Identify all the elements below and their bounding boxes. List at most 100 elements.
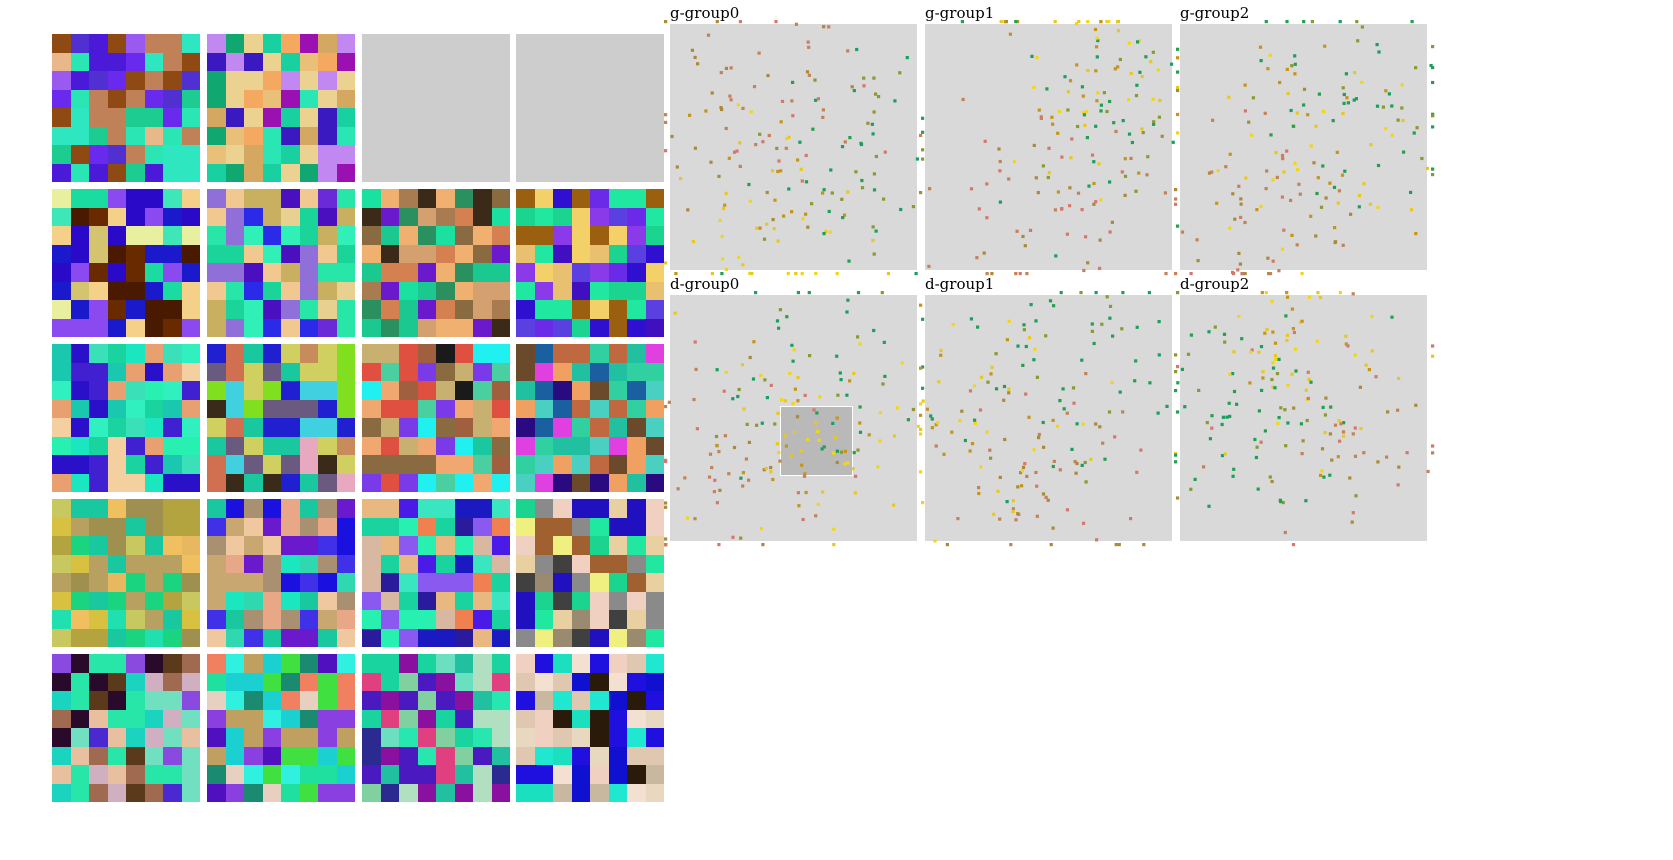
tile-pixel — [299, 300, 318, 319]
scatter-point — [1027, 415, 1031, 419]
scatter-point — [718, 488, 722, 492]
tile-pixel — [417, 517, 436, 536]
sample-tile[interactable] — [516, 499, 664, 647]
scatter-point — [1270, 299, 1274, 303]
tile-pixel — [207, 318, 226, 337]
sample-tile[interactable] — [362, 344, 510, 492]
sample-tile[interactable] — [52, 34, 200, 182]
tile-pixel — [553, 226, 572, 245]
tile-pixel — [571, 591, 590, 610]
scatter-point — [872, 328, 876, 333]
tile-pixel — [571, 189, 590, 208]
scatter-point — [1348, 476, 1352, 480]
tile-pixel — [590, 554, 609, 573]
brush-selection[interactable] — [780, 406, 853, 476]
scatter-point — [1080, 463, 1084, 467]
scatter-point — [1034, 470, 1038, 475]
scatter-point — [1095, 45, 1099, 49]
tile-pixel — [473, 473, 492, 492]
scatter-point — [1005, 338, 1009, 342]
scatter-point — [741, 106, 745, 110]
scatter-point — [1298, 192, 1302, 196]
tile-pixel — [590, 746, 609, 765]
tile-pixel — [181, 71, 200, 90]
sample-tile[interactable] — [362, 499, 510, 647]
scatter-point — [1240, 337, 1244, 341]
tile-pixel — [473, 536, 492, 555]
sample-tile[interactable] — [207, 499, 355, 647]
tile-pixel — [491, 244, 510, 263]
scatter-point — [1274, 357, 1278, 361]
sample-tile[interactable] — [207, 189, 355, 337]
sample-tile[interactable] — [52, 189, 200, 337]
tile-pixel — [89, 89, 108, 108]
tile-pixel — [645, 536, 664, 555]
tile-pixel — [627, 554, 646, 573]
tile-pixel — [318, 517, 337, 536]
scatter-point — [782, 214, 786, 218]
scatter-area[interactable] — [919, 20, 1180, 276]
tile-pixel — [608, 399, 627, 418]
plot-g-group2: g-group2 — [1174, 4, 1480, 276]
plot-title: g-group0 — [670, 4, 740, 22]
scatter-area[interactable] — [1174, 291, 1435, 547]
scatter-point — [1037, 432, 1041, 437]
sample-tile[interactable] — [52, 654, 200, 802]
tile-pixel — [454, 709, 473, 728]
scatter-point — [899, 207, 903, 212]
tile-pixel — [70, 71, 89, 90]
sample-tile[interactable] — [362, 654, 510, 802]
tile-pixel — [362, 573, 381, 592]
sample-tile[interactable] — [52, 499, 200, 647]
tile-pixel — [181, 473, 200, 492]
scatter-area[interactable] — [1174, 20, 1435, 276]
tile-pixel — [89, 672, 108, 691]
tile-pixel — [262, 536, 281, 555]
tile-pixel — [491, 591, 510, 610]
tile-pixel — [571, 554, 590, 573]
tile-pixel — [225, 362, 244, 381]
scatter-point — [1130, 140, 1134, 145]
tile-pixel — [163, 591, 182, 610]
empty-sample-tile[interactable] — [516, 34, 664, 182]
sample-tile[interactable] — [207, 654, 355, 802]
scatter-area[interactable] — [664, 291, 925, 547]
sample-tile[interactable] — [516, 344, 664, 492]
tile-pixel — [107, 783, 126, 802]
tile-pixel — [207, 381, 226, 400]
scatter-point — [1058, 468, 1062, 472]
scatter-point — [934, 423, 938, 427]
tile-pixel — [627, 591, 646, 610]
scatter-point — [710, 466, 714, 470]
sample-tile[interactable] — [207, 34, 355, 182]
tile-pixel — [207, 517, 226, 536]
scatter-point — [986, 380, 990, 384]
scatter-point — [1176, 365, 1180, 369]
tile-pixel — [163, 554, 182, 573]
tile-pixel — [262, 300, 281, 319]
tile-pixel — [262, 244, 281, 263]
scatter-point — [854, 170, 858, 174]
scatter-area[interactable] — [664, 20, 925, 276]
tile-pixel — [89, 189, 108, 208]
tile-pixel — [52, 436, 71, 455]
tile-pixel — [299, 362, 318, 381]
tile-pixel — [262, 399, 281, 418]
scatter-point — [1231, 372, 1235, 376]
scatter-point — [1012, 159, 1017, 164]
tile-pixel — [336, 473, 355, 492]
tile-pixel — [262, 591, 281, 610]
tile-pixel — [144, 344, 163, 363]
empty-sample-tile[interactable] — [362, 34, 510, 182]
tile-pixel — [436, 628, 455, 647]
sample-tile[interactable] — [52, 344, 200, 492]
scatter-point — [1238, 262, 1242, 266]
sample-tile[interactable] — [516, 654, 664, 802]
sample-tile[interactable] — [362, 189, 510, 337]
scatter-point — [1152, 120, 1156, 124]
sample-tile[interactable] — [516, 189, 664, 337]
sample-tile[interactable] — [207, 344, 355, 492]
tile-pixel — [163, 473, 182, 492]
tile-pixel — [627, 281, 646, 300]
scatter-area[interactable] — [919, 291, 1180, 547]
